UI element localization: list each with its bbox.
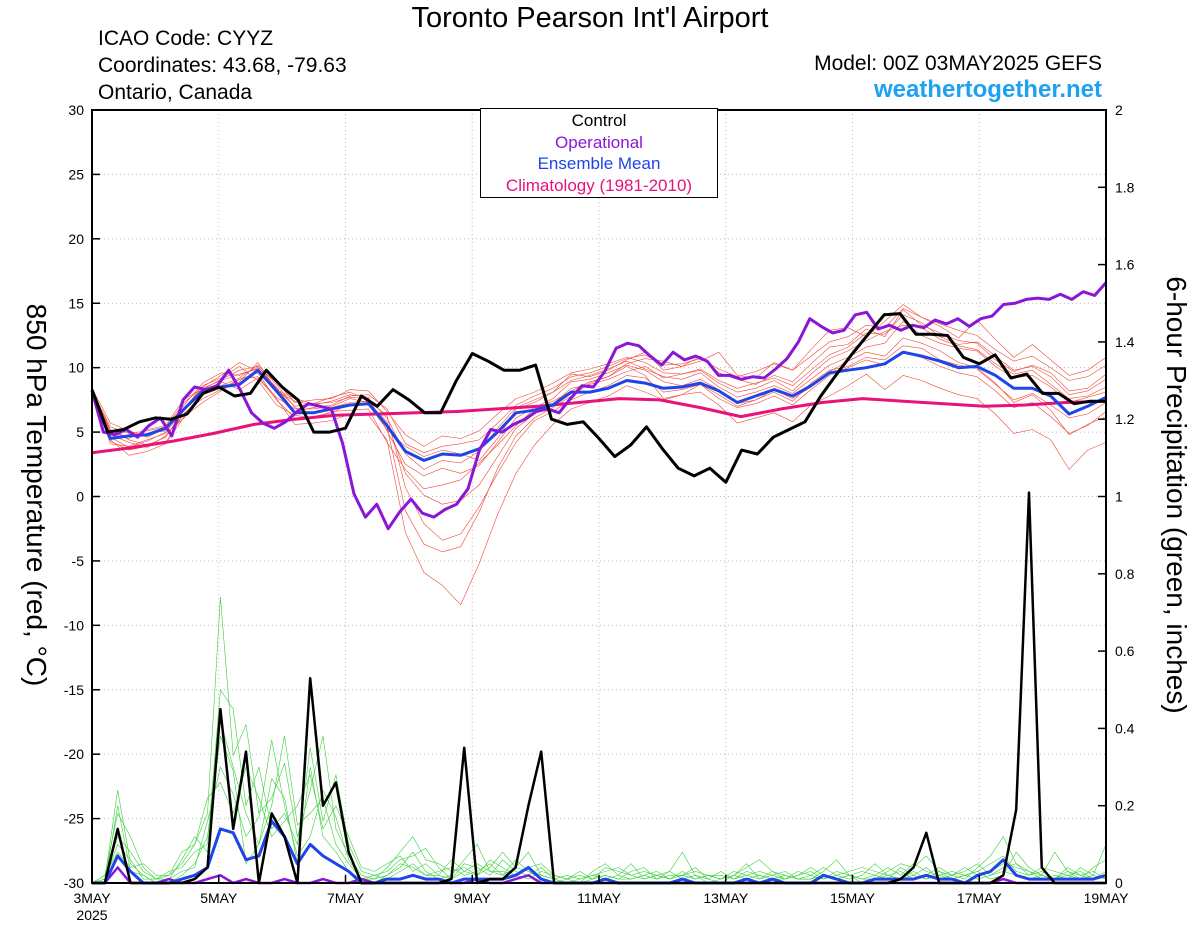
y-right-tick-label: 1.8 <box>1115 179 1135 195</box>
y-left-tick-label: 5 <box>76 424 84 440</box>
y-left-tick-label: 30 <box>68 102 84 118</box>
y-right-tick-label: 1.6 <box>1115 257 1135 273</box>
y-left-tick-label: -25 <box>64 811 84 827</box>
precip-member-line <box>91 596 1107 884</box>
y-right-tick-label: 1.4 <box>1115 334 1135 350</box>
y-right-tick-label: 0.8 <box>1115 566 1135 582</box>
x-tick-sublabel: 2025 <box>76 907 107 923</box>
icao-code: ICAO Code: CYYZ <box>98 27 274 50</box>
y-left-tick-label: -10 <box>64 617 84 633</box>
x-tick-label: 11MAY <box>577 890 621 906</box>
y-right-tick-label: 2 <box>1115 102 1123 118</box>
y-right-tick-label: 0.2 <box>1115 798 1135 814</box>
region: Ontario, Canada <box>98 81 253 104</box>
y-right-tick-label: 0.6 <box>1115 643 1135 659</box>
climatology-line <box>91 397 1107 455</box>
x-tick-label: 7MAY <box>327 890 365 906</box>
y-left-tick-label: 20 <box>68 231 84 247</box>
y-right-tick-label: 0 <box>1115 875 1123 891</box>
x-tick-label: 9MAY <box>454 890 492 906</box>
x-tick-label: 17MAY <box>957 890 1003 906</box>
legend: Control Operational Ensemble Mean Climat… <box>480 108 718 198</box>
y-left-tick-label: -20 <box>64 746 84 762</box>
legend-control: Control <box>571 111 627 130</box>
coordinates: Coordinates: 43.68, -79.63 <box>98 54 347 77</box>
y-right-tick-label: 1.2 <box>1115 411 1135 427</box>
temperature-operational-line <box>90 281 1108 531</box>
legend-operational: Operational <box>555 132 643 152</box>
model-run: Model: 00Z 03MAY2025 GEFS <box>814 52 1102 75</box>
legend-ensemble-mean: Ensemble Mean <box>537 154 661 173</box>
y-left-tick-label: 15 <box>68 295 84 311</box>
site-link[interactable]: weathertogether.net <box>873 76 1102 103</box>
x-tick-label: 5MAY <box>200 890 238 906</box>
y-axis-left-label: 850 hPa Temperature (red, °C) <box>21 303 52 687</box>
y-left-tick-label: 10 <box>68 360 84 376</box>
legend-climatology: Climatology (1981-2010) <box>505 175 693 195</box>
x-tick-label: 3MAY <box>73 890 111 906</box>
precip-control-line <box>92 491 1106 885</box>
y-right-tick-label: 1 <box>1115 489 1123 505</box>
page-title: Toronto Pearson Int'l Airport <box>411 2 769 34</box>
x-tick-label: 15MAY <box>830 890 876 906</box>
x-tick-label: 13MAY <box>703 890 749 906</box>
y-left-tick-label: -15 <box>64 682 84 698</box>
temperature-control-line <box>90 312 1106 484</box>
precip-member-line <box>91 766 1107 884</box>
temperature-mean-line <box>90 350 1107 462</box>
temperature-member-line <box>91 320 1107 470</box>
y-left-tick-label: -30 <box>64 875 84 891</box>
y-axis-right-label: 6-hour Precipitation (green, inches) <box>1161 276 1192 714</box>
y-left-tick-label: 25 <box>68 166 84 182</box>
y-left-tick-label: -5 <box>72 553 85 569</box>
y-left-tick-label: 0 <box>76 489 84 505</box>
x-tick-label: 19MAY <box>1084 890 1130 906</box>
y-right-tick-label: 0.4 <box>1115 720 1135 736</box>
